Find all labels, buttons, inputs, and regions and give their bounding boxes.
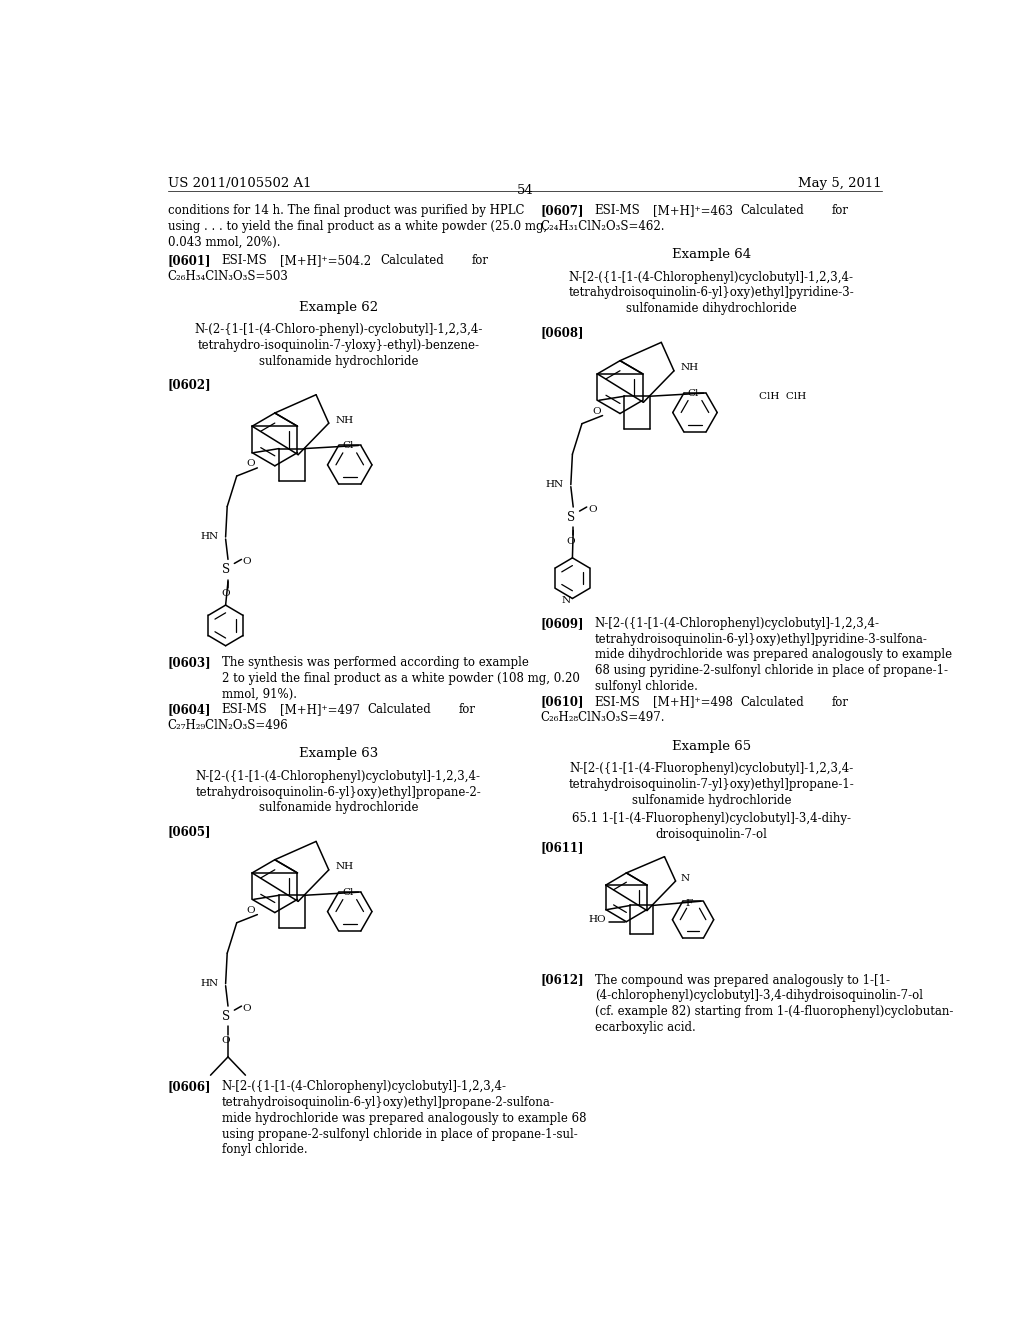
- Text: sulfonamide hydrochloride: sulfonamide hydrochloride: [632, 793, 792, 807]
- Text: [0612]: [0612]: [541, 974, 585, 986]
- Text: Calculated: Calculated: [380, 255, 444, 268]
- Text: tetrahydroisoquinolin-6-yl}oxy)ethyl]propane-2-sulfona-: tetrahydroisoquinolin-6-yl}oxy)ethyl]pro…: [221, 1096, 555, 1109]
- Text: S: S: [566, 511, 574, 524]
- Text: Example 62: Example 62: [299, 301, 378, 314]
- Text: [0608]: [0608]: [541, 326, 584, 339]
- Text: N: N: [680, 874, 689, 883]
- Text: tetrahydroisoquinolin-6-yl}oxy)ethyl]pyridine-3-: tetrahydroisoquinolin-6-yl}oxy)ethyl]pyr…: [568, 286, 854, 300]
- Text: C₂₆H₂₈ClN₃O₃S=497.: C₂₆H₂₈ClN₃O₃S=497.: [541, 711, 666, 725]
- Text: [0602]: [0602]: [168, 379, 211, 392]
- Text: for: for: [459, 704, 476, 717]
- Text: 2 to yield the final product as a white powder (108 mg, 0.20: 2 to yield the final product as a white …: [221, 672, 580, 685]
- Text: N-[2-({1-[1-(4-Chlorophenyl)cyclobutyl]-1,2,3,4-: N-[2-({1-[1-(4-Chlorophenyl)cyclobutyl]-…: [595, 616, 880, 630]
- Text: HN: HN: [546, 479, 564, 488]
- Text: ESI-MS: ESI-MS: [595, 205, 640, 216]
- Text: for: for: [472, 255, 488, 268]
- Text: for: for: [831, 205, 849, 216]
- Text: 68 using pyridine-2-sulfonyl chloride in place of propane-1-: 68 using pyridine-2-sulfonyl chloride in…: [595, 664, 947, 677]
- Text: mide hydrochloride was prepared analogously to example 68: mide hydrochloride was prepared analogou…: [221, 1111, 586, 1125]
- Text: S: S: [221, 1010, 229, 1023]
- Text: Example 64: Example 64: [672, 248, 751, 261]
- Text: Calculated: Calculated: [368, 704, 431, 717]
- Text: O: O: [588, 504, 597, 513]
- Text: [0606]: [0606]: [168, 1080, 211, 1093]
- Text: N-[2-({1-[1-(4-Chlorophenyl)cyclobutyl]-1,2,3,4-: N-[2-({1-[1-(4-Chlorophenyl)cyclobutyl]-…: [221, 1080, 507, 1093]
- Text: droisoquinolin-7-ol: droisoquinolin-7-ol: [655, 828, 767, 841]
- Text: Calculated: Calculated: [740, 696, 805, 709]
- Text: [0610]: [0610]: [541, 696, 584, 709]
- Text: [0609]: [0609]: [541, 616, 584, 630]
- Text: O: O: [247, 459, 255, 469]
- Text: 54: 54: [516, 183, 534, 197]
- Text: [M+H]⁺=497: [M+H]⁺=497: [281, 704, 360, 717]
- Text: conditions for 14 h. The final product was purified by HPLC: conditions for 14 h. The final product w…: [168, 205, 524, 216]
- Text: Cl: Cl: [343, 887, 354, 896]
- Text: HN: HN: [201, 978, 219, 987]
- Text: mide dihydrochloride was prepared analogously to example: mide dihydrochloride was prepared analog…: [595, 648, 951, 661]
- Text: O: O: [221, 1036, 230, 1045]
- Text: 65.1 1-[1-(4-Fluorophenyl)cyclobutyl]-3,4-dihy-: 65.1 1-[1-(4-Fluorophenyl)cyclobutyl]-3,…: [571, 812, 851, 825]
- Text: Cl: Cl: [688, 388, 699, 397]
- Text: Example 63: Example 63: [299, 747, 378, 760]
- Text: sulfonyl chloride.: sulfonyl chloride.: [595, 680, 697, 693]
- Text: NH: NH: [680, 363, 698, 372]
- Text: N-[2-({1-[1-(4-Chlorophenyl)cyclobutyl]-1,2,3,4-: N-[2-({1-[1-(4-Chlorophenyl)cyclobutyl]-…: [568, 271, 854, 284]
- Text: F: F: [686, 899, 693, 908]
- Text: The synthesis was performed according to example: The synthesis was performed according to…: [221, 656, 528, 669]
- Text: S: S: [221, 564, 229, 576]
- Text: O: O: [243, 557, 251, 566]
- Text: ESI-MS: ESI-MS: [595, 696, 640, 709]
- Text: O: O: [243, 1003, 251, 1012]
- Text: N: N: [561, 597, 570, 605]
- Text: [M+H]⁺=504.2: [M+H]⁺=504.2: [281, 255, 372, 268]
- Text: sulfonamide dihydrochloride: sulfonamide dihydrochloride: [626, 302, 797, 315]
- Text: sulfonamide hydrochloride: sulfonamide hydrochloride: [258, 801, 418, 814]
- Text: sulfonamide hydrochloride: sulfonamide hydrochloride: [258, 355, 418, 367]
- Text: US 2011/0105502 A1: US 2011/0105502 A1: [168, 177, 311, 190]
- Text: HN: HN: [201, 532, 219, 541]
- Text: C₂₇H₂₉ClN₂O₃S=496: C₂₇H₂₉ClN₂O₃S=496: [168, 719, 289, 733]
- Text: [0604]: [0604]: [168, 704, 211, 717]
- Text: [M+H]⁺=463: [M+H]⁺=463: [653, 205, 733, 216]
- Text: ecarboxylic acid.: ecarboxylic acid.: [595, 1020, 695, 1034]
- Text: [0611]: [0611]: [541, 841, 584, 854]
- Text: tetrahydro-isoquinolin-7-yloxy}-ethyl)-benzene-: tetrahydro-isoquinolin-7-yloxy}-ethyl)-b…: [198, 339, 479, 352]
- Text: N-[2-({1-[1-(4-Chlorophenyl)cyclobutyl]-1,2,3,4-: N-[2-({1-[1-(4-Chlorophenyl)cyclobutyl]-…: [196, 770, 481, 783]
- Text: tetrahydroisoquinolin-6-yl}oxy)ethyl]pyridine-3-sulfona-: tetrahydroisoquinolin-6-yl}oxy)ethyl]pyr…: [595, 632, 928, 645]
- Text: C₂₄H₃₁ClN₂O₃S=462.: C₂₄H₃₁ClN₂O₃S=462.: [541, 220, 666, 232]
- Text: (cf. example 82) starting from 1-(4-fluorophenyl)cyclobutan-: (cf. example 82) starting from 1-(4-fluo…: [595, 1005, 953, 1018]
- Text: using propane-2-sulfonyl chloride in place of propane-1-sul-: using propane-2-sulfonyl chloride in pla…: [221, 1127, 578, 1140]
- Text: [0605]: [0605]: [168, 825, 211, 838]
- Text: The compound was prepared analogously to 1-[1-: The compound was prepared analogously to…: [595, 974, 890, 986]
- Text: (4-chlorophenyl)cyclobutyl]-3,4-dihydroisoquinolin-7-ol: (4-chlorophenyl)cyclobutyl]-3,4-dihydroi…: [595, 989, 923, 1002]
- Text: for: for: [831, 696, 849, 709]
- Text: [0601]: [0601]: [168, 255, 211, 268]
- Text: ESI-MS: ESI-MS: [221, 255, 267, 268]
- Text: NH: NH: [335, 862, 353, 871]
- Text: 0.043 mmol, 20%).: 0.043 mmol, 20%).: [168, 236, 281, 248]
- Text: O: O: [221, 590, 230, 598]
- Text: Calculated: Calculated: [740, 205, 805, 216]
- Text: N-[2-({1-[1-(4-Fluorophenyl)cyclobutyl]-1,2,3,4-: N-[2-({1-[1-(4-Fluorophenyl)cyclobutyl]-…: [569, 762, 853, 775]
- Text: ESI-MS: ESI-MS: [221, 704, 267, 717]
- Text: NH: NH: [335, 416, 353, 425]
- Text: mmol, 91%).: mmol, 91%).: [221, 688, 297, 701]
- Text: tetrahydroisoquinolin-7-yl}oxy)ethyl]propane-1-: tetrahydroisoquinolin-7-yl}oxy)ethyl]pro…: [568, 777, 854, 791]
- Text: C₂₆H₃₄ClN₃O₃S=503: C₂₆H₃₄ClN₃O₃S=503: [168, 271, 289, 284]
- Text: N-(2-{1-[1-(4-Chloro-phenyl)-cyclobutyl]-1,2,3,4-: N-(2-{1-[1-(4-Chloro-phenyl)-cyclobutyl]…: [195, 323, 482, 337]
- Text: tetrahydroisoquinolin-6-yl}oxy)ethyl]propane-2-: tetrahydroisoquinolin-6-yl}oxy)ethyl]pro…: [196, 785, 481, 799]
- Text: O: O: [247, 906, 255, 915]
- Text: fonyl chloride.: fonyl chloride.: [221, 1143, 307, 1156]
- Text: [M+H]⁺=498: [M+H]⁺=498: [653, 696, 733, 709]
- Text: HO: HO: [588, 915, 606, 924]
- Text: ClH  ClH: ClH ClH: [759, 392, 806, 401]
- Text: [0607]: [0607]: [541, 205, 584, 216]
- Text: using . . . to yield the final product as a white powder (25.0 mg,: using . . . to yield the final product a…: [168, 220, 547, 232]
- Text: O: O: [592, 407, 600, 416]
- Text: [0603]: [0603]: [168, 656, 211, 669]
- Text: May 5, 2011: May 5, 2011: [799, 177, 882, 190]
- Text: Cl: Cl: [343, 441, 354, 450]
- Text: O: O: [566, 537, 575, 546]
- Text: Example 65: Example 65: [672, 739, 751, 752]
